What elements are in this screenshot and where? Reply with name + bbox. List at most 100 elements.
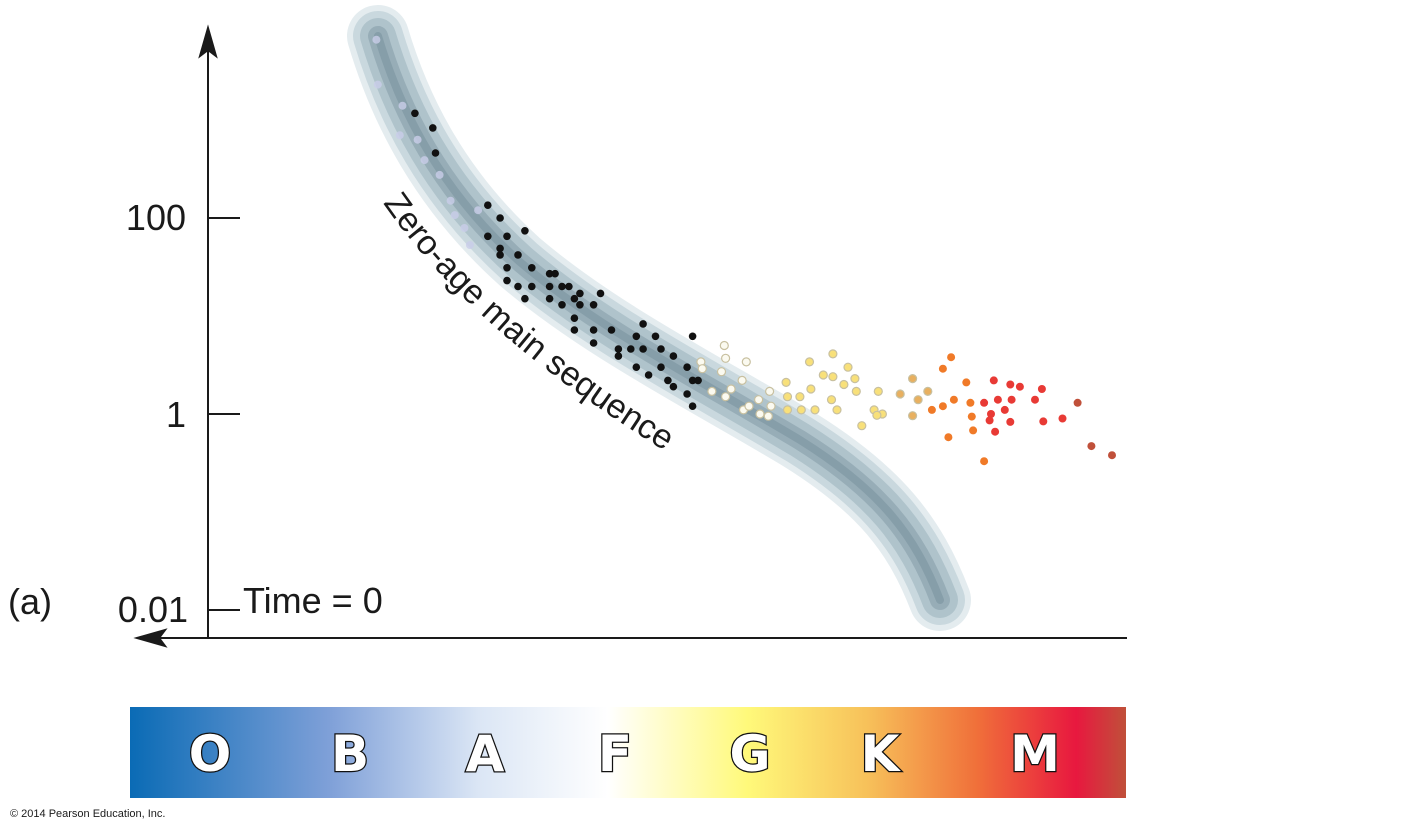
star-point (565, 282, 573, 291)
star-point (474, 206, 483, 215)
star-point (446, 196, 455, 205)
star-point (980, 398, 989, 407)
star-point (913, 395, 923, 405)
star-point (372, 35, 381, 44)
star-point (496, 214, 504, 222)
star-point (1031, 395, 1039, 404)
spectral-class-bar (130, 707, 1126, 798)
star-point (755, 409, 765, 419)
star-point (683, 363, 691, 372)
star-point (545, 282, 554, 291)
star-point (966, 398, 975, 407)
star-point (938, 402, 947, 411)
star-point (744, 401, 754, 411)
star-point (907, 374, 918, 384)
star-point (737, 375, 747, 385)
star-point (576, 301, 584, 309)
star-point (810, 405, 820, 415)
star-point (627, 345, 635, 353)
y-tick-label: 0.01 (118, 589, 188, 630)
star-point (576, 289, 584, 298)
spectral-class-k: K (861, 725, 902, 783)
star-point (873, 386, 883, 396)
star-point (828, 372, 838, 382)
spectral-class-b: B (331, 725, 369, 783)
star-point (967, 412, 976, 421)
star-point (614, 352, 623, 360)
star-point (514, 282, 522, 291)
star-point (545, 294, 554, 303)
star-point (521, 294, 529, 303)
star-point (484, 232, 492, 241)
star-point (398, 101, 407, 110)
star-point (431, 149, 440, 157)
spectral-class-m: M (1010, 725, 1060, 783)
spectral-class-o: O (189, 725, 232, 783)
star-point (927, 405, 936, 414)
star-point (826, 395, 837, 405)
star-point (989, 376, 998, 385)
star-point (551, 269, 559, 278)
y-axis-arrow (198, 24, 218, 59)
star-point (528, 264, 536, 272)
star-point (395, 131, 404, 140)
star-point (503, 264, 511, 272)
star-point (804, 357, 815, 367)
star-point (818, 370, 828, 380)
star-point (1006, 380, 1015, 389)
star-point (688, 376, 697, 385)
star-point (991, 427, 1000, 436)
star-point (596, 289, 605, 298)
star-point (589, 326, 598, 334)
star-point (843, 362, 853, 372)
star-point (669, 352, 678, 360)
star-point (460, 224, 469, 232)
star-point (907, 411, 918, 421)
star-point (607, 326, 616, 334)
star-point (763, 411, 773, 421)
star-point (450, 211, 459, 220)
star-point (435, 170, 444, 179)
star-point (707, 386, 717, 396)
star-point (993, 395, 1002, 404)
star-point (639, 345, 647, 353)
zero-age-main-sequence-band (347, 5, 971, 631)
star-point (741, 357, 751, 367)
star-point (962, 378, 971, 387)
star-point (496, 251, 504, 259)
star-point (782, 392, 793, 402)
star-point (1007, 395, 1016, 404)
star-point (688, 402, 697, 411)
star-point (716, 367, 727, 377)
star-point (694, 376, 702, 385)
star-point (938, 364, 947, 373)
star-point (1108, 451, 1116, 460)
star-point (1006, 417, 1015, 426)
star-point (1058, 414, 1067, 423)
star-point (651, 332, 660, 341)
star-point (570, 294, 579, 303)
star-point (753, 395, 764, 405)
star-point (657, 363, 665, 372)
star-point (828, 349, 838, 359)
star-point (857, 421, 867, 431)
star-point (832, 405, 842, 415)
star-point (851, 386, 861, 396)
star-point (850, 374, 860, 384)
x-axis-arrow (133, 628, 168, 648)
star-point (570, 326, 579, 334)
star-point (528, 282, 536, 291)
star-point (632, 332, 641, 341)
star-point (781, 377, 791, 387)
star-point (503, 232, 511, 241)
spectral-class-f: F (598, 725, 632, 783)
star-point (683, 390, 691, 398)
star-point (514, 251, 522, 259)
y-tick-label: 1 (166, 394, 186, 435)
star-point (806, 384, 816, 394)
star-point (644, 371, 653, 379)
star-point (947, 353, 956, 362)
star-point (985, 416, 994, 425)
spectral-class-a: A (466, 725, 505, 783)
